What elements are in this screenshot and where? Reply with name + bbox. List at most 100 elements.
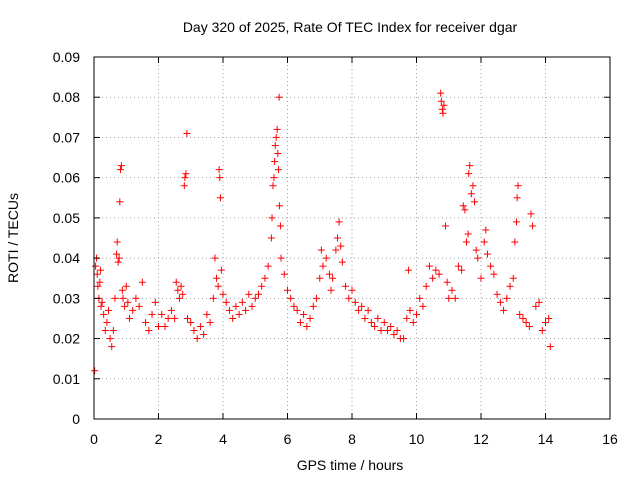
- data-point: [138, 278, 146, 286]
- x-tick-label: 6: [284, 431, 292, 447]
- data-point: [306, 314, 314, 322]
- data-point: [332, 246, 340, 254]
- data-point: [164, 314, 172, 322]
- y-tick-label: 0.07: [53, 129, 80, 145]
- data-point: [280, 270, 288, 278]
- data-point: [132, 294, 140, 302]
- data-point: [177, 282, 185, 290]
- data-point: [269, 182, 277, 190]
- data-point: [232, 302, 240, 310]
- data-point: [258, 282, 266, 290]
- data-point: [109, 327, 117, 335]
- data-point: [329, 274, 337, 282]
- data-point: [511, 238, 519, 246]
- data-point: [337, 242, 345, 250]
- data-point: [462, 238, 470, 246]
- data-point: [293, 306, 301, 314]
- data-point: [113, 238, 121, 246]
- data-point: [469, 182, 477, 190]
- data-point: [490, 270, 498, 278]
- data-point: [148, 310, 156, 318]
- data-point: [117, 162, 125, 170]
- data-point: [225, 306, 233, 314]
- data-point: [238, 298, 246, 306]
- data-point: [413, 310, 420, 318]
- data-point: [272, 133, 280, 141]
- y-tick-labels: 0 0.01 0.02 0.03 0.04 0.05 0.06 0.07 0.08 0.09: [53, 49, 80, 427]
- ticks-layer: [93, 56, 611, 420]
- data-point: [300, 310, 308, 318]
- data-point: [400, 335, 408, 343]
- data-point: [97, 302, 105, 310]
- data-point: [437, 97, 445, 105]
- data-point: [465, 170, 473, 178]
- data-point: [451, 294, 459, 302]
- data-point: [406, 306, 414, 314]
- data-point: [448, 286, 456, 294]
- data-point: [327, 286, 335, 294]
- data-point: [145, 327, 153, 335]
- data-point: [342, 282, 350, 290]
- data-point: [419, 302, 427, 310]
- data-point: [215, 166, 223, 174]
- y-tick-label: 0.05: [53, 210, 80, 226]
- y-tick-label: 0.01: [53, 371, 80, 387]
- data-point: [316, 274, 324, 282]
- data-point: [275, 202, 283, 210]
- data-point: [229, 314, 237, 322]
- data-point: [435, 270, 443, 278]
- data-point: [309, 302, 317, 310]
- data-point: [284, 286, 291, 294]
- data-point: [380, 318, 388, 326]
- data-point: [506, 282, 514, 290]
- y-tick-label: 0.08: [53, 89, 80, 105]
- x-tick-label: 12: [473, 431, 489, 447]
- data-point: [367, 318, 375, 326]
- x-tick-label: 8: [348, 431, 356, 447]
- data-point: [115, 254, 123, 262]
- data-point: [466, 162, 474, 170]
- data-point: [542, 318, 549, 326]
- data-point: [529, 222, 537, 230]
- data-point: [461, 206, 469, 214]
- data-point: [129, 306, 137, 314]
- data-point: [438, 105, 446, 113]
- data-point: [200, 331, 208, 339]
- data-point: [96, 266, 104, 274]
- data-point: [538, 327, 546, 335]
- data-point: [271, 141, 279, 149]
- y-tick-label: 0.06: [53, 170, 80, 186]
- data-point: [535, 298, 543, 306]
- data-point: [338, 258, 346, 266]
- data-point: [387, 322, 395, 330]
- data-point: [313, 294, 321, 302]
- data-point: [471, 198, 479, 206]
- data-point: [440, 101, 448, 109]
- data-point: [442, 222, 450, 230]
- data-point: [209, 294, 217, 302]
- data-point: [106, 335, 114, 343]
- data-point: [458, 266, 466, 274]
- data-point: [175, 294, 183, 302]
- data-point: [519, 314, 527, 322]
- data-point: [174, 286, 182, 294]
- data-point: [268, 214, 276, 222]
- data-point: [251, 294, 259, 302]
- data-point: [480, 238, 488, 246]
- data-point: [93, 270, 101, 278]
- data-point: [217, 266, 225, 274]
- data-point: [135, 302, 143, 310]
- data-point: [235, 310, 243, 318]
- data-point: [172, 278, 180, 286]
- data-point: [303, 322, 311, 330]
- x-tick-label: 16: [602, 431, 618, 447]
- data-point: [118, 286, 126, 294]
- data-point: [264, 262, 272, 270]
- data-point: [358, 302, 366, 310]
- grid-layer: [94, 57, 610, 419]
- data-point: [493, 290, 501, 298]
- data-point: [429, 274, 437, 282]
- chart-title: Day 320 of 2025, Rate Of TEC Index for r…: [183, 19, 518, 35]
- data-point: [351, 298, 359, 306]
- data-point: [377, 327, 385, 335]
